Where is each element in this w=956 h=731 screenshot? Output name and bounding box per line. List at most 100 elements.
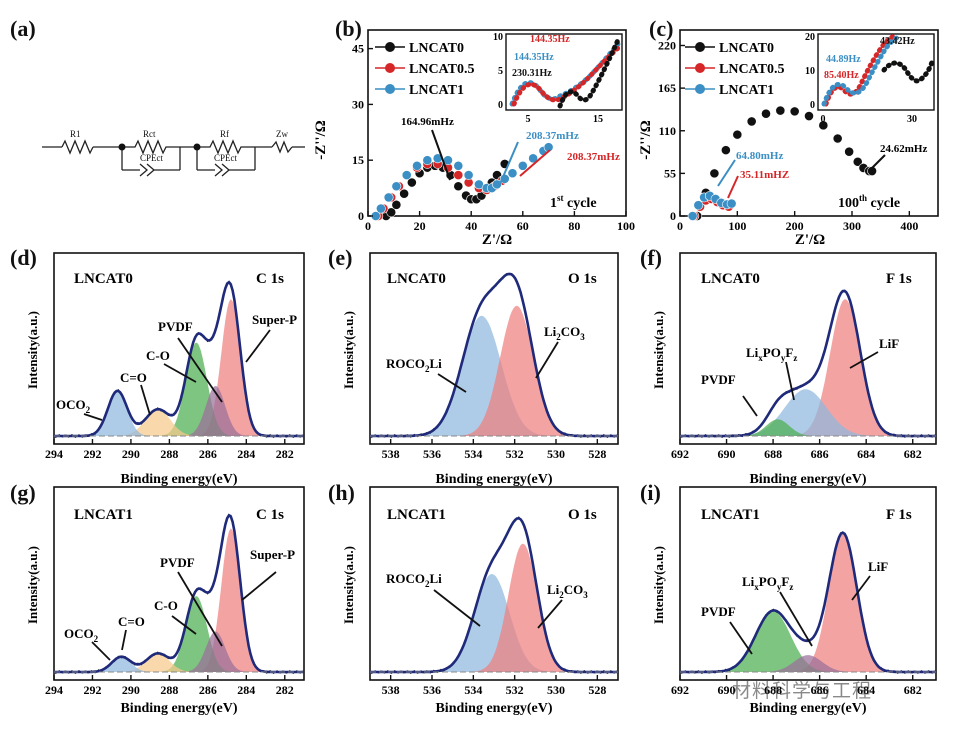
xtick-label-g-5: 284 — [237, 683, 255, 697]
point-b-2-3 — [391, 181, 402, 192]
peak-label-i-lif: LiF — [868, 559, 888, 574]
peak-label-i-lixpoyfz: LixPOyFz — [742, 574, 793, 592]
point-b-2-1 — [375, 203, 386, 214]
arrow-c-2 — [727, 175, 739, 199]
legend-label-b-2: LNCAT1 — [409, 83, 464, 98]
tick-group-b: 0 20 40 60 80 100 0 15 30 45 — [352, 42, 635, 233]
xtick-label-d-2: 290 — [122, 447, 140, 461]
plot-area-e — [369, 272, 619, 438]
point-c-2-1 — [693, 200, 704, 211]
raw-spectrum-i — [679, 531, 937, 674]
tick-group-f: 692 690 688 686 684 682 — [671, 439, 922, 461]
inset-c-series-red — [823, 33, 897, 107]
point-b-2-5 — [412, 160, 422, 171]
inset-c-label-0: 43.42Hz — [880, 36, 915, 47]
annotation-c-1: 64.80mHz — [736, 150, 783, 162]
point-c-0-9 — [804, 111, 814, 121]
xtick-label-i-1: 690 — [718, 683, 736, 697]
circuit-label-rf: Rf — [220, 129, 229, 139]
arrow-c-0 — [869, 154, 886, 171]
ytick-label-c-3: 165 — [658, 81, 676, 95]
peak-label-f-pvdf: PVDF — [701, 372, 736, 387]
point-b-2-18 — [528, 153, 539, 164]
panel-a: (a) — [10, 16, 305, 177]
point-c-2-0 — [687, 211, 698, 221]
peak-label-e-roco2li: ROCO2Li — [386, 356, 442, 374]
point-b-0-4 — [406, 177, 417, 188]
peak-label-g-pvdf: PVDF — [160, 555, 195, 570]
point-c-0-12 — [844, 146, 855, 157]
point-c-0-10 — [818, 120, 829, 131]
xtick-label-d-3: 288 — [160, 447, 178, 461]
peak-label-f-lixpoyfz: LixPOyFz — [746, 345, 797, 363]
xtick-label-i-2: 688 — [764, 683, 782, 697]
peak-label-g-oco2: OCO2 — [64, 626, 99, 644]
region-label-h: O 1s — [568, 507, 597, 523]
xtick-label-b-0: 0 — [365, 219, 371, 233]
tick-group-g: 294 292 290 288 286 284 282 — [45, 675, 294, 697]
inset-b-ytick-2: 10 — [493, 32, 503, 43]
sample-label-g: LNCAT1 — [74, 507, 133, 523]
point-b-0-3 — [399, 188, 410, 199]
panel-letter-g: (g) — [10, 480, 36, 505]
ylabel-i: Intensity(a.u.) — [651, 546, 666, 624]
inset-b-ytick-1: 5 — [498, 66, 503, 77]
peak-label-d-co: C=O — [120, 370, 147, 385]
xtick-label-b-1: 20 — [414, 219, 426, 233]
inset-c-xtick-0: 0 — [821, 114, 826, 125]
xlabel-c: Z'/Ω — [795, 232, 825, 248]
component-d-3 — [54, 409, 304, 436]
region-label-f: F 1s — [886, 271, 912, 287]
sample-label-i: LNCAT1 — [701, 507, 760, 523]
xtick-label-h-1: 536 — [423, 683, 441, 697]
xtick-label-i-0: 692 — [671, 683, 689, 697]
xtick-label-e-0: 538 — [382, 447, 400, 461]
inset-b-label-0: 144.35Hz — [530, 34, 570, 45]
xtick-label-e-3: 532 — [506, 447, 524, 461]
panel-letter-i: (i) — [640, 480, 661, 505]
series-group-c — [687, 105, 877, 221]
inset-c-series-blue — [821, 33, 903, 107]
xlabel-f: Binding energy(eV) — [749, 472, 866, 487]
legend-c: LNCAT0 LNCAT0.5 LNCAT1 — [685, 41, 784, 98]
tick-group-e: 538 536 534 532 530 528 — [382, 439, 606, 461]
legend-marker-c-0 — [695, 42, 705, 52]
xtick-label-h-5: 528 — [588, 683, 606, 697]
peak-label-d-c-o: C-O — [146, 348, 170, 363]
plot-area-i — [679, 531, 937, 674]
panel-letter-c: (c) — [649, 16, 673, 41]
component-e-0 — [370, 315, 618, 436]
xtick-label-b-3: 60 — [517, 219, 529, 233]
xtick-label-d-5: 284 — [237, 447, 255, 461]
point-c-0-5 — [746, 116, 757, 127]
region-label-g: C 1s — [256, 507, 284, 523]
xtick-label-i-3: 686 — [811, 683, 829, 697]
component-g-1 — [54, 596, 304, 672]
region-label-d: C 1s — [256, 271, 284, 287]
xtick-label-g-6: 282 — [276, 683, 294, 697]
arrow-b-2 — [519, 149, 551, 177]
inset-c-label-2: 85.40Hz — [824, 70, 859, 81]
xtick-label-d-6: 282 — [276, 447, 294, 461]
ytick-label-b-0: 0 — [358, 209, 364, 223]
peak-label-g-c-o: C-O — [154, 598, 178, 613]
xtick-label-d-4: 286 — [199, 447, 217, 461]
legend-label-b-0: LNCAT0 — [409, 41, 464, 56]
xlabel-b: Z'/Ω — [482, 232, 512, 248]
inset-c-ytick-0: 0 — [810, 100, 815, 111]
region-label-i: F 1s — [886, 507, 912, 523]
point-c-0-7 — [775, 105, 786, 116]
point-b-2-6 — [422, 155, 433, 166]
panel-e-xps-o1s: (e) 538 536 534 532 530 528 LNCAT0 O 1s Inten… — [328, 245, 619, 487]
xtick-label-g-0: 294 — [45, 683, 63, 697]
xtick-label-d-1: 292 — [83, 447, 101, 461]
point-c-0-16 — [867, 166, 877, 176]
point-b-1-9 — [453, 170, 464, 180]
component-g-0 — [54, 528, 304, 672]
point-b-2-4 — [401, 170, 412, 180]
xtick-label-c-0: 0 — [677, 219, 683, 233]
xtick-label-g-1: 292 — [83, 683, 101, 697]
